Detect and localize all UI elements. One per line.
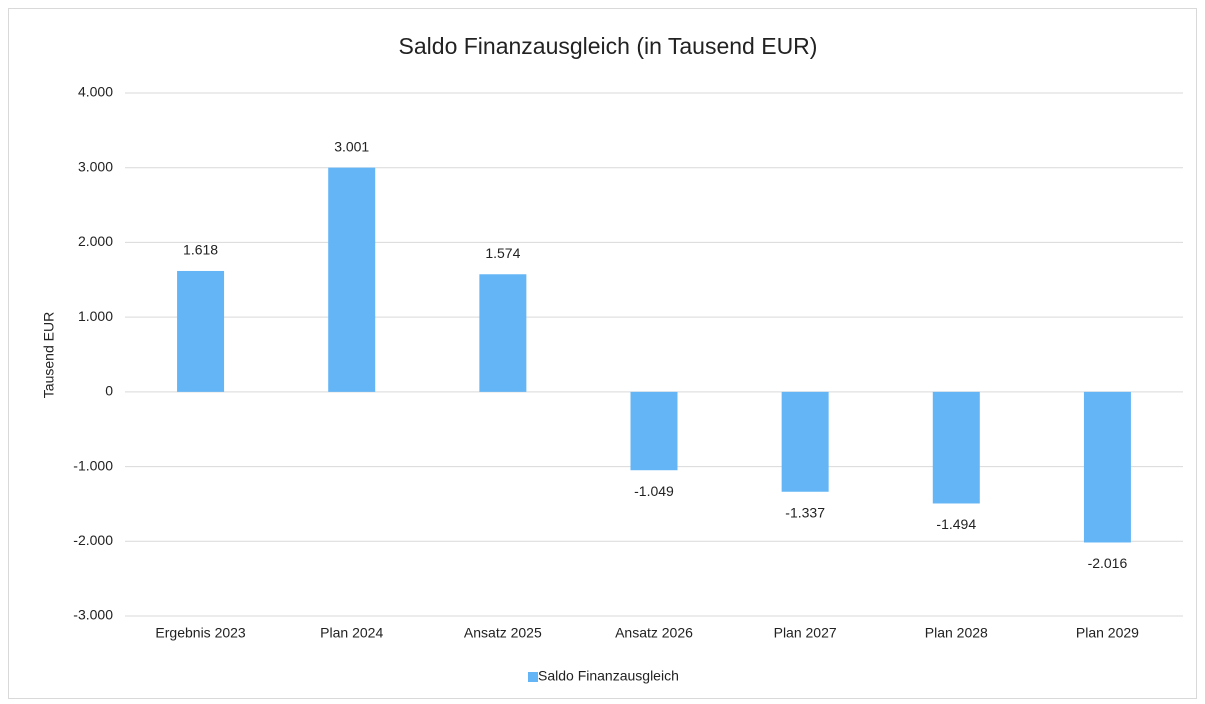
legend-label: Saldo Finanzausgleich	[538, 668, 679, 684]
data-label: -1.494	[936, 516, 976, 532]
y-tick-label: 3.000	[78, 158, 113, 174]
bar	[479, 274, 527, 392]
bar	[781, 391, 829, 492]
data-label: 1.618	[183, 242, 218, 258]
bar	[932, 391, 980, 504]
x-tick-label: Plan 2029	[1076, 625, 1139, 641]
bar	[630, 391, 678, 471]
x-tick-label: Plan 2028	[925, 625, 988, 641]
y-tick-label: 2.000	[78, 233, 113, 249]
bar	[1083, 391, 1131, 543]
y-tick-label: 1.000	[78, 308, 113, 324]
x-tick-label: Plan 2027	[774, 625, 837, 641]
data-label: -2.016	[1088, 555, 1128, 571]
x-tick-label: Ansatz 2026	[615, 625, 693, 641]
x-tick-label: Ergebnis 2023	[155, 625, 246, 641]
data-label: 3.001	[334, 138, 369, 154]
legend-swatch	[528, 672, 538, 682]
y-tick-label: 0	[105, 383, 113, 399]
y-tick-label: -2.000	[73, 532, 113, 548]
bar	[328, 167, 376, 392]
y-tick-label: -1.000	[73, 457, 113, 473]
y-tick-label: -3.000	[73, 607, 113, 623]
x-tick-label: Plan 2024	[320, 625, 383, 641]
data-label: -1.049	[634, 483, 674, 499]
chart-title: Saldo Finanzausgleich (in Tausend EUR)	[399, 33, 818, 59]
y-tick-label: 4.000	[78, 84, 113, 100]
x-tick-label: Ansatz 2025	[464, 625, 542, 641]
y-axis-label: Tausend EUR	[41, 312, 57, 398]
data-label: 1.574	[485, 245, 520, 261]
bar	[177, 270, 225, 392]
data-label: -1.337	[785, 504, 825, 520]
